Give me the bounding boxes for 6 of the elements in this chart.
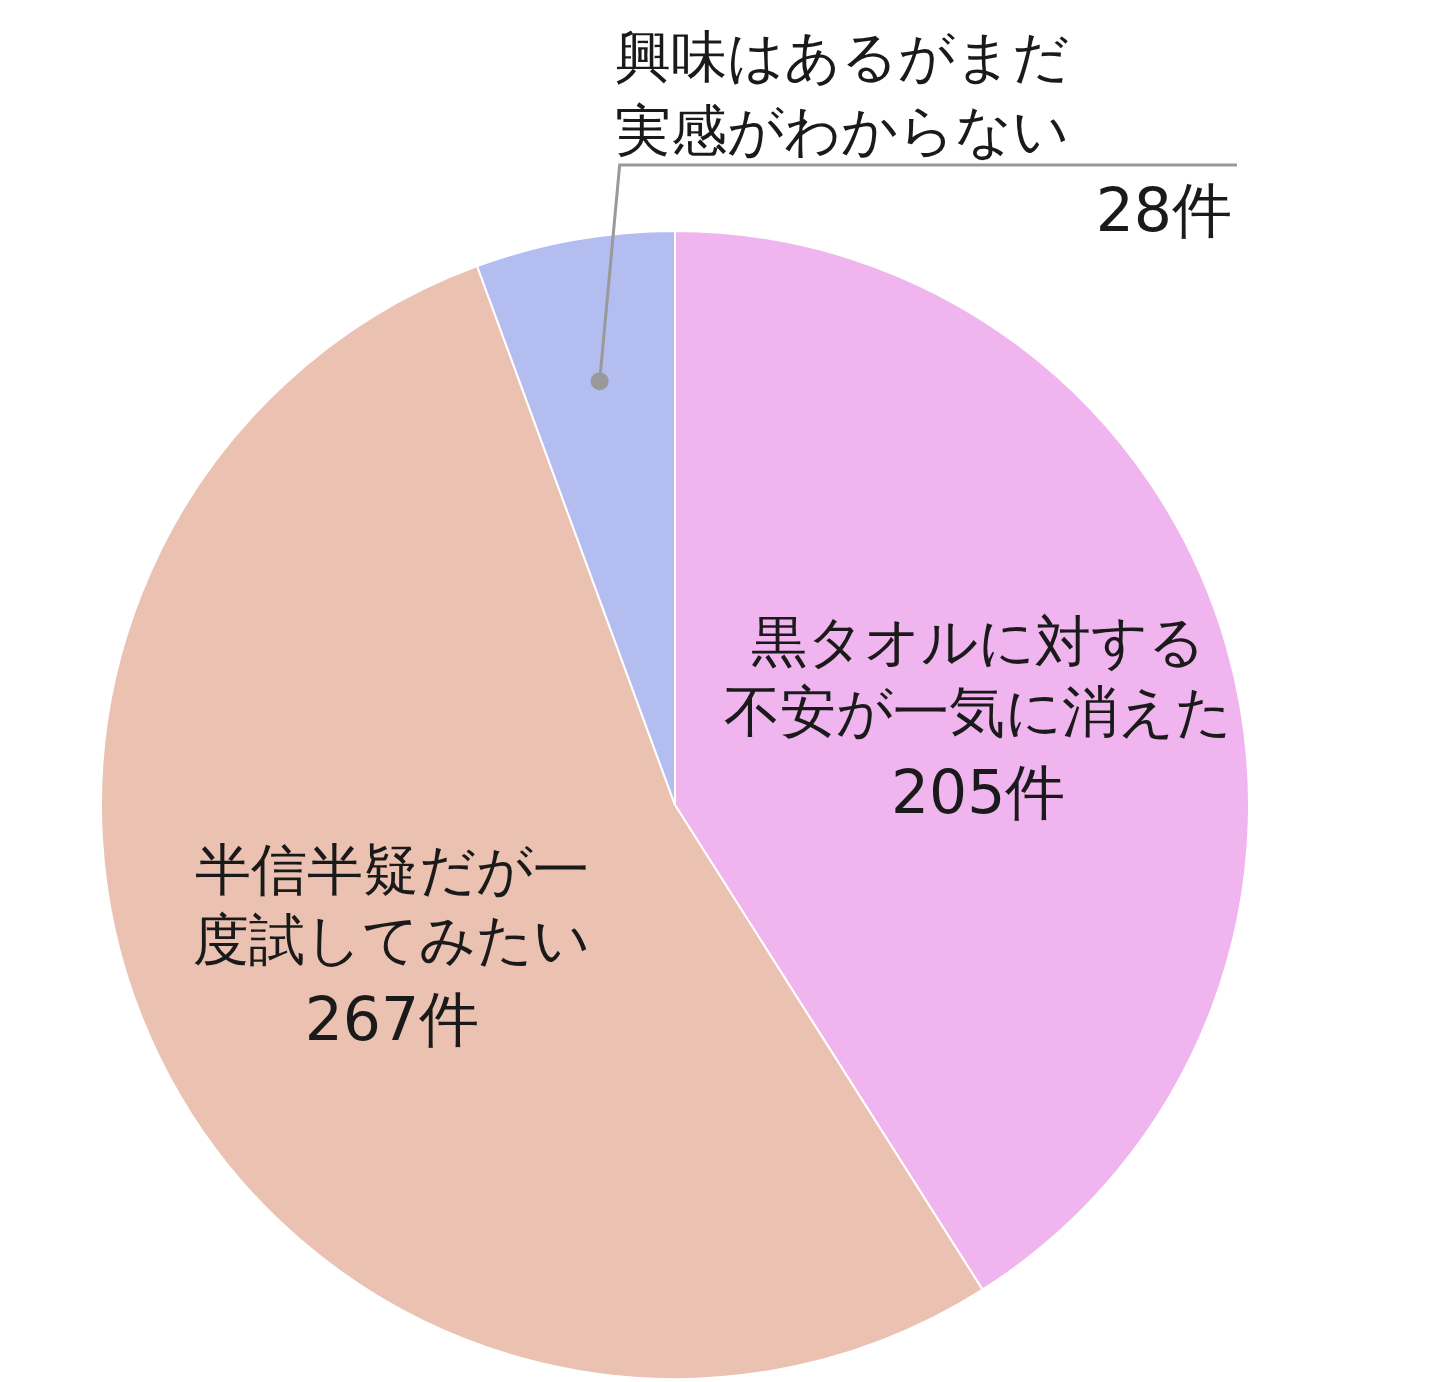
data-label: 267件 [304, 984, 480, 1055]
data-label: 28件 [1095, 174, 1232, 245]
slice-label: 興味はあるがまだ実感がわからない [614, 23, 1069, 163]
slice-label: 半信半疑だが一度試してみたい [193, 837, 591, 973]
data-label: 205件 [890, 756, 1066, 827]
slice-label: 黒タオルに対する不安が一気に消えた [724, 609, 1233, 745]
